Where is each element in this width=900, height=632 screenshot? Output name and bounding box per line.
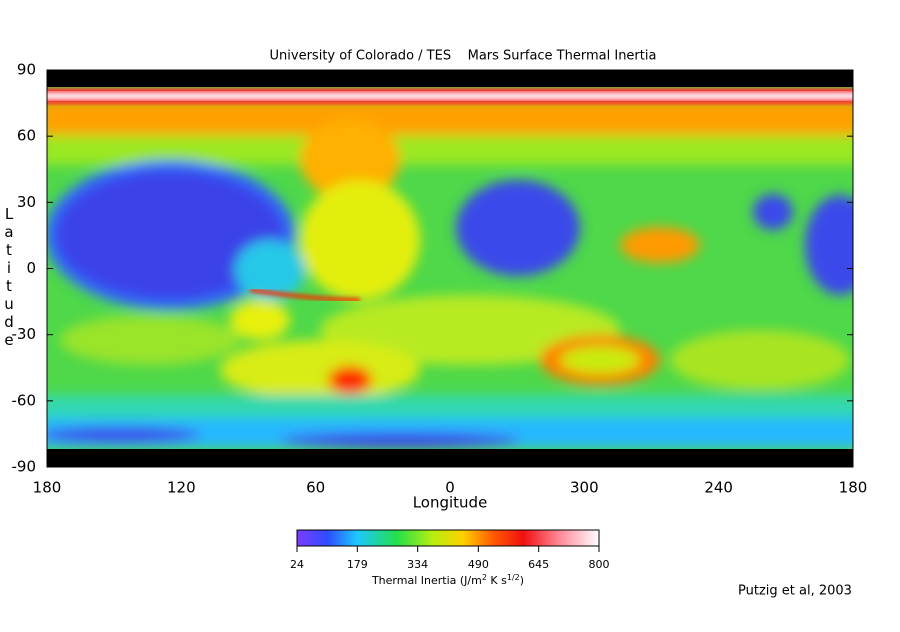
colorbar-tick-label: 490 [468, 558, 489, 571]
lat-tick-label: -30 [12, 325, 37, 343]
colorbar [296, 529, 600, 547]
colorbar-label: Thermal Inertia (J/m2 K s1/2) [371, 573, 524, 588]
lon-tick-label: 120 [167, 479, 196, 497]
lon-tick-label: 180 [839, 479, 868, 497]
colorbar-label-part: ) [520, 574, 524, 587]
colorbar-label-part: 2 [482, 573, 487, 582]
lat-tick-label: 90 [17, 61, 36, 79]
lon-tick-label: 180 [33, 479, 62, 497]
colorbar-tick-label: 645 [528, 558, 549, 571]
lon-tick-label: 60 [306, 479, 325, 497]
colorbar-tick-label: 800 [589, 558, 610, 571]
x-axis-label: Longitude [413, 494, 488, 512]
lon-tick-label: 300 [570, 479, 599, 497]
lat-tick-label: 60 [17, 127, 36, 145]
credit: Putzig et al, 2003 [738, 584, 852, 599]
colorbar-tick-label: 334 [407, 558, 428, 571]
colorbar-label-part: 1/2 [507, 573, 520, 582]
lon-tick-label: 0 [445, 479, 455, 497]
title: University of Colorado / TES Mars Surfac… [270, 49, 657, 64]
thermal-inertia-map [47, 70, 853, 467]
colorbar-tick-label: 24 [290, 558, 304, 571]
lat-tick-label: -90 [12, 458, 37, 476]
colorbar-label-part: K s [487, 574, 507, 587]
lat-tick-label: 0 [26, 259, 36, 277]
lat-tick-label: 30 [17, 193, 36, 211]
colorbar-label-part: Thermal Inertia (J/m [371, 574, 482, 587]
colorbar-tick-label: 179 [347, 558, 368, 571]
lat-tick-label: -60 [12, 391, 37, 409]
lon-tick-label: 240 [704, 479, 733, 497]
y-axis-label: Latitude [0, 205, 18, 349]
